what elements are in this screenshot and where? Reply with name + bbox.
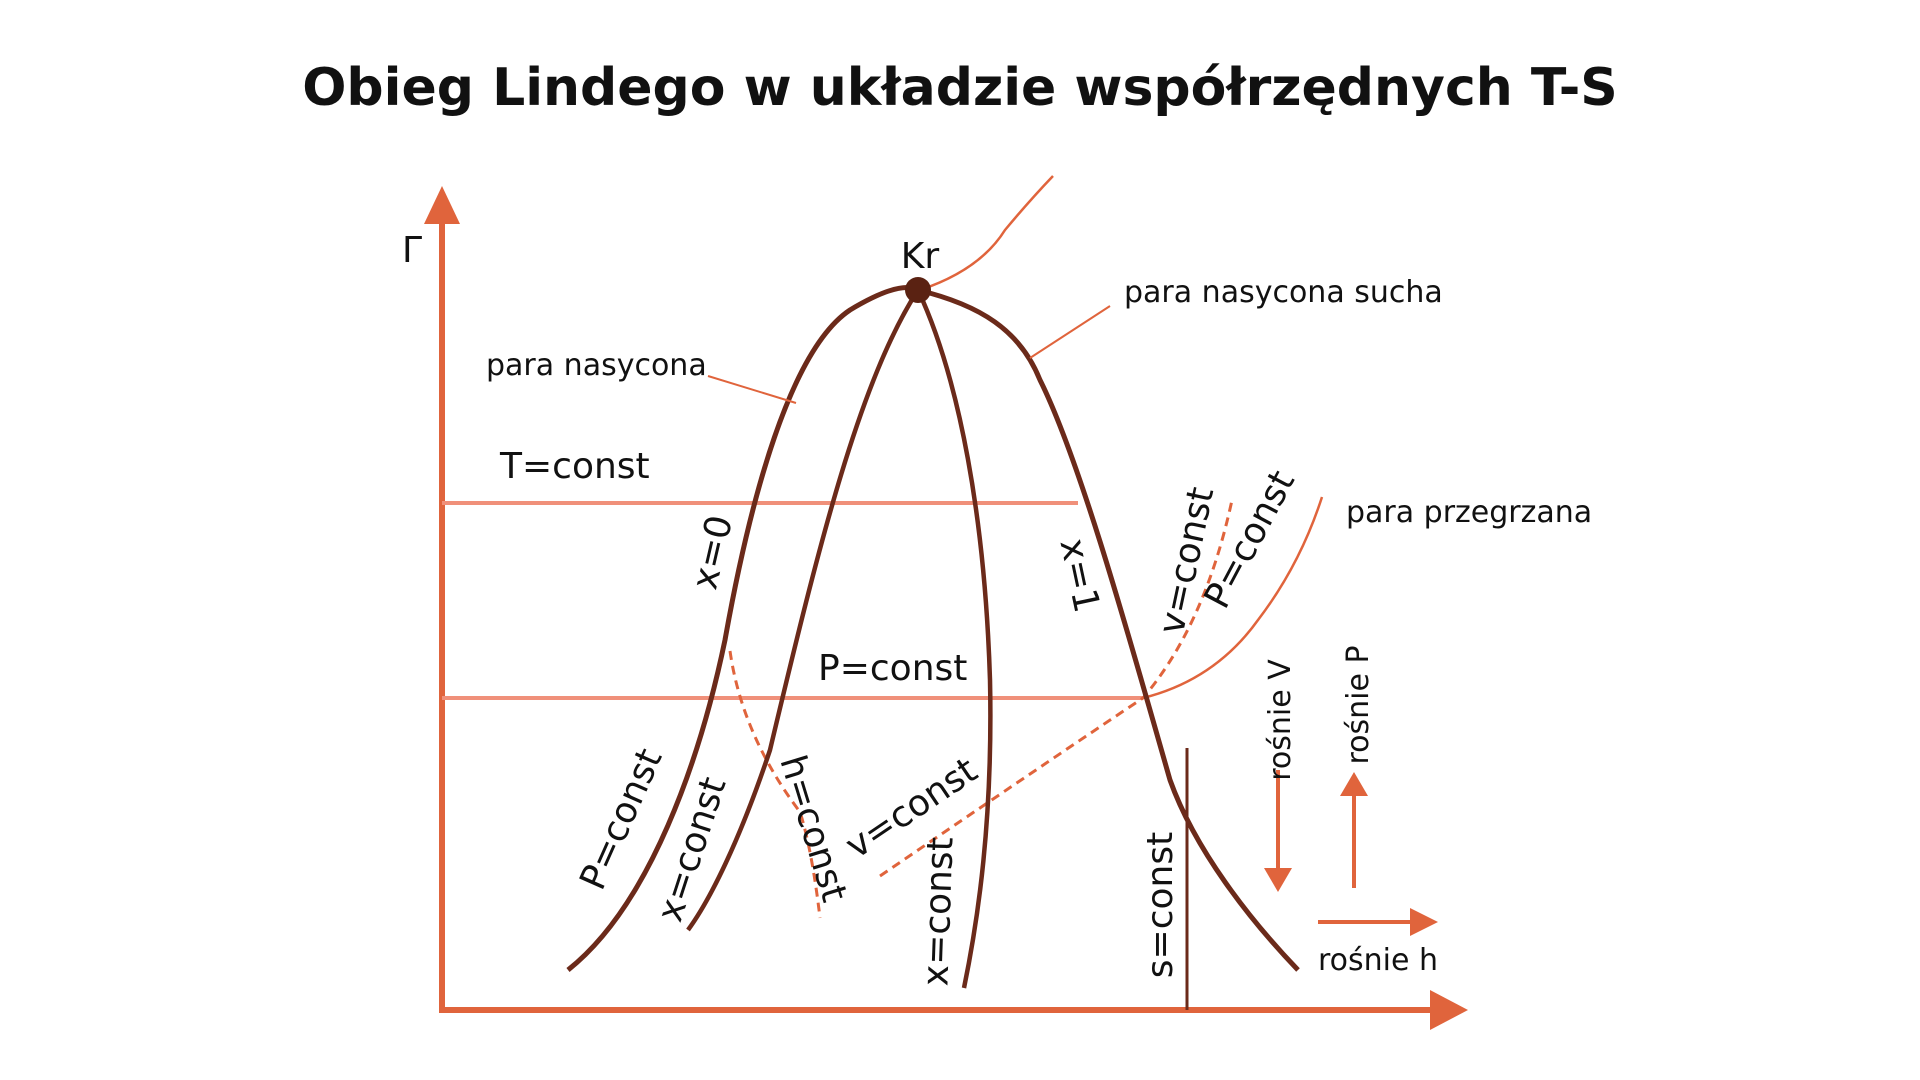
v-const-dashed-line [879,499,1234,878]
dry-saturated-vapor-pointer [1029,305,1111,359]
rising-v-label: rośnie V [1263,659,1298,781]
axes: Г [402,186,1468,1030]
x-axis-arrow-icon [1430,990,1468,1030]
x-const-right-label: x=const [915,836,961,986]
x-const-left-curve [686,288,920,932]
x-const-left-label: x=const [650,772,735,926]
saturated-vapor-label: para nasycona [486,348,707,383]
critical-point [905,277,931,303]
rising-h-arrowhead-icon [1410,908,1438,936]
x1-label: x=1 [1051,535,1107,616]
h-const-dashed-line [728,650,822,919]
p-const-right-label: P=const [1197,464,1303,615]
rising-p-arrowhead-icon [1340,772,1368,796]
t-const-label: T=const [499,446,650,487]
critical-point-label: Kr [901,236,940,277]
v-const-mid-label: v=const [838,750,984,867]
supercritical-curve [919,175,1054,292]
rising-h-label: rośnie h [1318,943,1438,978]
p-const-left-label: P=const [572,743,670,896]
x-const-right-curve [915,289,993,989]
v-const-right-label: v=const [1151,483,1222,637]
y-axis-arrow-icon [424,186,460,224]
dry-saturated-vapor-label: para nasycona sucha [1124,275,1443,310]
h-const-label: h=const [771,751,854,907]
rising-v-arrowhead-icon [1264,868,1292,892]
x0-label: x=0 [684,512,741,594]
p-const-mid-label: P=const [818,648,967,689]
p-const-superheated-curve [1142,496,1324,700]
diagram-title: Obieg Lindego w układzie współrzędnych T… [302,58,1618,118]
s-const-label: s=const [1140,832,1181,978]
y-axis-label: Г [402,230,424,271]
superheated-vapor-label: para przegrzana [1346,495,1592,530]
saturated-vapor-pointer [707,375,797,404]
rising-p-label: rośnie P [1341,645,1376,764]
